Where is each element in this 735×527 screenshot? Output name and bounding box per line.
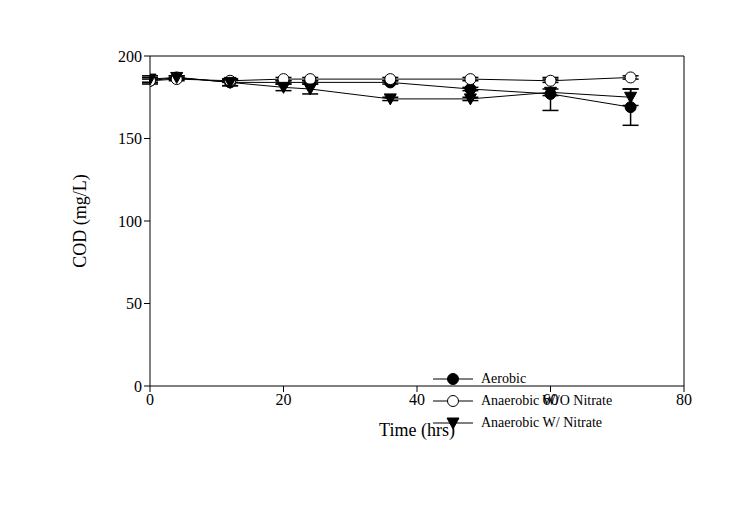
svg-text:60: 60 — [543, 391, 559, 408]
svg-text:80: 80 — [676, 391, 692, 408]
svg-text:0: 0 — [134, 378, 142, 395]
svg-text:40: 40 — [409, 391, 425, 408]
svg-text:200: 200 — [118, 48, 142, 65]
svg-text:20: 20 — [276, 391, 292, 408]
svg-text:100: 100 — [118, 213, 142, 230]
svg-text:Time (hrs): Time (hrs) — [379, 420, 455, 441]
svg-text:150: 150 — [118, 130, 142, 147]
svg-text:50: 50 — [126, 295, 142, 312]
svg-text:0: 0 — [146, 391, 154, 408]
svg-text:COD (mg/L): COD (mg/L) — [70, 174, 91, 268]
